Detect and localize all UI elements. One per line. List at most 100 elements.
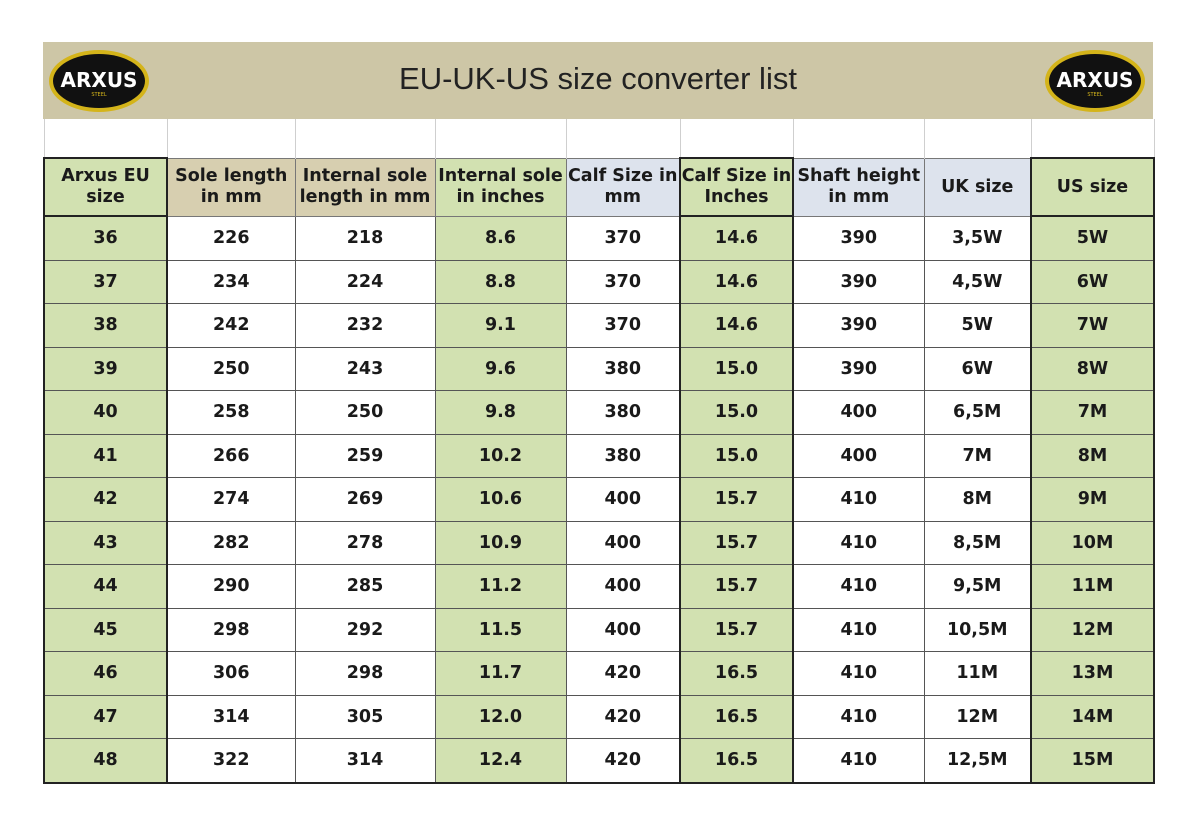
table-cell: 10,5M — [923, 607, 1032, 652]
table-cell: 7M — [923, 433, 1032, 478]
table-cell: 10.9 — [434, 520, 567, 565]
table-cell: 10.6 — [434, 477, 567, 522]
table-cell: 11.2 — [434, 564, 567, 609]
table-cell: 259 — [294, 433, 436, 478]
arxus-logo-left: ARXUS STEEL — [49, 50, 149, 112]
table-cell: 13M — [1030, 651, 1155, 696]
table-cell: 380 — [565, 390, 681, 435]
table-cell: 410 — [792, 477, 925, 522]
table-cell: 314 — [166, 694, 296, 739]
table-cell: 410 — [792, 520, 925, 565]
table-cell: 15.0 — [679, 346, 794, 391]
table-cell: 8.6 — [434, 215, 567, 261]
header-label-line: Sole length — [175, 166, 288, 186]
table-cell: 226 — [166, 215, 296, 261]
header-label-line: Internal sole — [438, 166, 563, 186]
header-label-line: length in mm — [299, 187, 431, 207]
table-cell: 15M — [1030, 738, 1155, 784]
table-row: 47 314 305 12.0 420 16.5 410 12M 14M — [43, 694, 1155, 739]
header-label-line: Internal sole — [302, 166, 428, 186]
header-label-line: in inches — [456, 187, 545, 207]
header-label-line: UK size — [941, 176, 1014, 197]
header-internal-sole-inches: Internal sole in inches — [434, 157, 567, 217]
svg-text:ARXUS: ARXUS — [61, 68, 138, 92]
table-cell: 242 — [166, 303, 296, 348]
header-label-line: Calf Size in — [681, 166, 792, 186]
table-cell: 8,5M — [923, 520, 1032, 565]
table-cell: 305 — [294, 694, 436, 739]
table-cell: 9.1 — [434, 303, 567, 348]
table-cell: 306 — [166, 651, 296, 696]
table-row: 37 234 224 8.8 370 14.6 390 4,5W 6W — [43, 259, 1155, 304]
table-cell: 44 — [43, 564, 168, 609]
page-title: EU-UK-US size converter list — [399, 61, 797, 96]
table-cell: 400 — [565, 564, 681, 609]
header-shaft-height-mm: Shaft height in mm — [792, 157, 925, 217]
spacer-row — [43, 119, 1155, 158]
table-cell: 292 — [294, 607, 436, 652]
table-cell: 390 — [792, 346, 925, 391]
table-cell: 400 — [792, 390, 925, 435]
table-cell: 232 — [294, 303, 436, 348]
table-cell: 15.0 — [679, 433, 794, 478]
table-row: 38 242 232 9.1 370 14.6 390 5W 7W — [43, 303, 1155, 348]
table-cell: 9M — [1030, 477, 1155, 522]
table-cell: 46 — [43, 651, 168, 696]
header-label-line: in mm — [200, 187, 262, 207]
table-cell: 14.6 — [679, 259, 794, 304]
size-converter-table: Arxus EU size Sole length in mm Internal sol… — [43, 119, 1155, 784]
header-label-line: US size — [1056, 176, 1129, 197]
table-cell: 8M — [923, 477, 1032, 522]
table-cell: 370 — [565, 303, 681, 348]
table-row: 41 266 259 10.2 380 15.0 400 7M 8M — [43, 433, 1155, 478]
table-cell: 36 — [43, 215, 168, 261]
table-cell: 314 — [294, 738, 436, 784]
table-row: 42 274 269 10.6 400 15.7 410 8M 9M — [43, 477, 1155, 522]
table-cell: 16.5 — [679, 738, 794, 784]
table-cell: 42 — [43, 477, 168, 522]
table-cell: 5W — [923, 303, 1032, 348]
table-cell: 258 — [166, 390, 296, 435]
header-eu-size: Arxus EU size — [43, 157, 168, 217]
table-cell: 274 — [166, 477, 296, 522]
table-cell: 420 — [565, 651, 681, 696]
table-row: 46 306 298 11.7 420 16.5 410 11M 13M — [43, 651, 1155, 696]
header-label-line: Inches — [704, 187, 769, 207]
table-cell: 400 — [565, 477, 681, 522]
table-cell: 8M — [1030, 433, 1155, 478]
table-body: 36 226 218 8.6 370 14.6 390 3,5W 5W 37 234 224 8.8 37… — [43, 215, 1155, 784]
table-cell: 4,5W — [923, 259, 1032, 304]
header-calf-size-inches: Calf Size in Inches — [679, 157, 794, 217]
title-band: ARXUS STEEL EU-UK-US size converter list… — [43, 42, 1153, 119]
table-cell: 38 — [43, 303, 168, 348]
table-cell: 390 — [792, 303, 925, 348]
table-cell: 234 — [166, 259, 296, 304]
table-cell: 7M — [1030, 390, 1155, 435]
header-sole-length-mm: Sole length in mm — [166, 157, 296, 217]
table-cell: 12M — [1030, 607, 1155, 652]
table-cell: 10M — [1030, 520, 1155, 565]
svg-text:STEEL: STEEL — [91, 92, 107, 98]
table-cell: 7W — [1030, 303, 1155, 348]
table-cell: 410 — [792, 694, 925, 739]
table-cell: 410 — [792, 651, 925, 696]
table-cell: 15.7 — [679, 564, 794, 609]
table-cell: 15.7 — [679, 520, 794, 565]
table-cell: 250 — [166, 346, 296, 391]
table-row: 40 258 250 9.8 380 15.0 400 6,5M 7M — [43, 390, 1155, 435]
table-cell: 243 — [294, 346, 436, 391]
table-cell: 3,5W — [923, 215, 1032, 261]
table-row: 43 282 278 10.9 400 15.7 410 8,5M 10M — [43, 520, 1155, 565]
table-row: 39 250 243 9.6 380 15.0 390 6W 8W — [43, 346, 1155, 391]
table-cell: 41 — [43, 433, 168, 478]
table-cell: 400 — [565, 520, 681, 565]
table-row: 45 298 292 11.5 400 15.7 410 10,5M 12M — [43, 607, 1155, 652]
table-cell: 224 — [294, 259, 436, 304]
svg-text:STEEL: STEEL — [1087, 92, 1103, 98]
table-cell: 12M — [923, 694, 1032, 739]
size-chart-sheet: ARXUS STEEL EU-UK-US size converter list… — [43, 42, 1155, 784]
table-cell: 10.2 — [434, 433, 567, 478]
header-label-line: Arxus EU — [61, 166, 150, 186]
table-row: 48 322 314 12.4 420 16.5 410 12,5M 15M — [43, 738, 1155, 784]
table-cell: 11.5 — [434, 607, 567, 652]
